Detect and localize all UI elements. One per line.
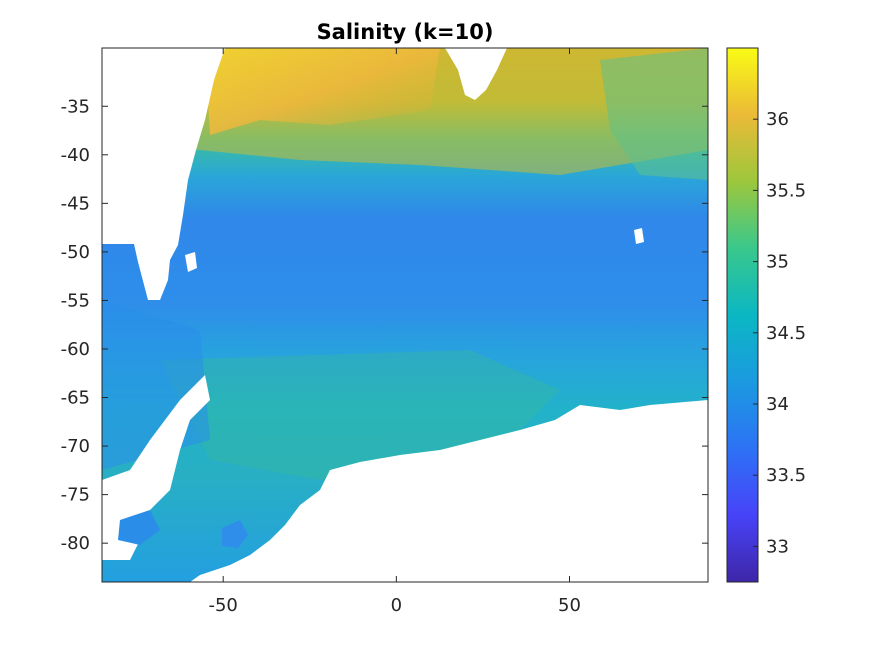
x-tick-label: -50 (208, 595, 237, 616)
y-tick-label: -40 (61, 145, 90, 166)
salinity-field (102, 48, 708, 582)
southern-africa-land (445, 48, 507, 100)
colorbar-tick-label: 35 (766, 252, 789, 273)
y-tick-label: -75 (61, 485, 90, 506)
colorbar-tick-label: 33.5 (766, 465, 806, 486)
colorbar-tick-label: 36 (766, 109, 789, 130)
y-axis: -35 -40 -45 -50 -55 -60 -65 -70 -75 -80 (61, 96, 708, 554)
colorbar-tick-label: 33 (766, 536, 789, 557)
y-tick-label: -35 (61, 96, 90, 117)
y-tick-label: -50 (61, 242, 90, 263)
weddell-ice-inlet (222, 520, 248, 548)
falkland-islands (185, 252, 197, 272)
x-tick-label: 0 (391, 595, 402, 616)
y-tick-label: -65 (61, 388, 90, 409)
colorbar-axis: 33 33.5 34 34.5 35 35.5 36 (753, 109, 806, 557)
y-tick-label: -55 (61, 290, 90, 311)
colorbar-tick-label: 34 (766, 394, 789, 415)
y-tick-label: -45 (61, 193, 90, 214)
x-tick-label: 50 (558, 595, 581, 616)
south-america-land (102, 48, 225, 300)
antarctic-peninsula (102, 375, 210, 560)
colorbar-tick-label: 35.5 (766, 180, 806, 201)
colorbar-tick-label: 34.5 (766, 323, 806, 344)
brazil-current-warm (205, 48, 440, 135)
chart-title: Salinity (k=10) (317, 20, 494, 44)
y-tick-label: -70 (61, 436, 90, 457)
ronne-inlet (118, 510, 160, 545)
colorbar-frame (726, 47, 759, 583)
y-tick-label: -60 (61, 339, 90, 360)
plot-axes-box (101, 47, 709, 583)
antarctic-continent (190, 400, 708, 582)
agulhas-green (600, 48, 708, 180)
crozet-island (634, 228, 644, 244)
colorbar (727, 48, 758, 582)
y-tick-label: -80 (61, 533, 90, 554)
x-axis: -50 0 50 (208, 48, 581, 616)
